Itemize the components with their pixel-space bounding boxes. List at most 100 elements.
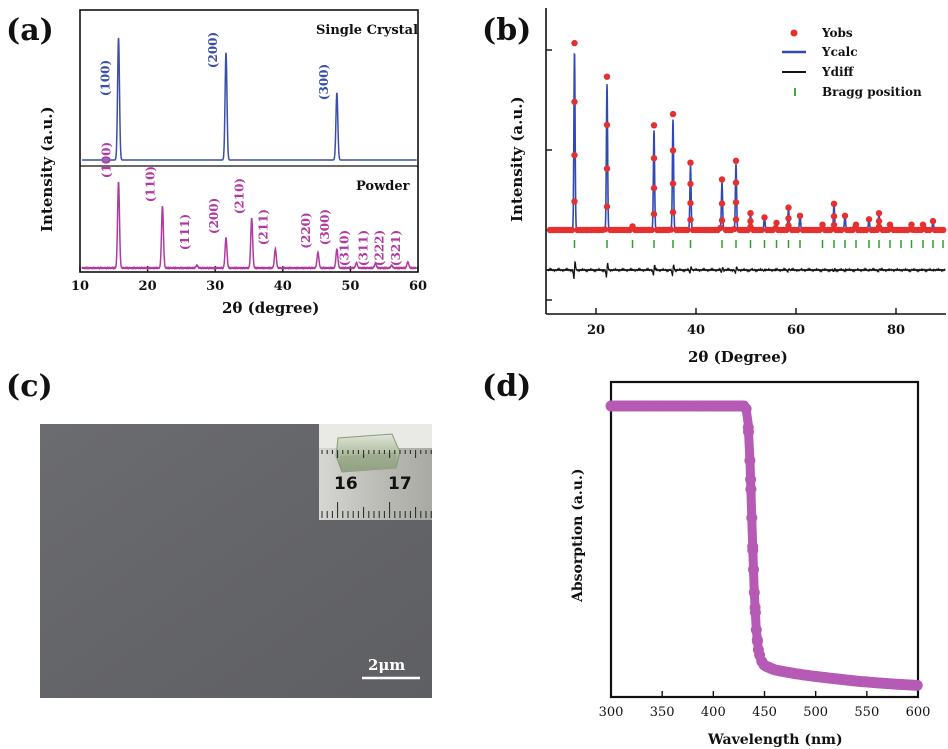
yobs-point (908, 221, 915, 228)
powder-peak-label: (300) (318, 209, 332, 245)
yobs-point (758, 226, 765, 234)
yobs-point (747, 210, 754, 217)
yobs-point (732, 179, 740, 186)
powder-peak-label: (200) (207, 198, 221, 234)
panel-d-xtick-label: 600 (906, 705, 931, 720)
yobs-point (830, 221, 838, 229)
panel-b-letter: (b) (482, 13, 531, 48)
yobs-point (601, 226, 609, 233)
yobs-point (718, 217, 726, 224)
panel-a-xtick-label: 10 (71, 279, 89, 294)
yobs-point (684, 226, 691, 234)
panel-a-xlabel: 2θ (degree) (222, 299, 319, 317)
absorption-point (748, 564, 759, 575)
powder-peak-label: (100) (100, 142, 114, 178)
yobs-point (875, 223, 883, 230)
yobs-point (571, 152, 578, 159)
yobs-point (773, 219, 780, 227)
powder-peak-label: (220) (299, 212, 313, 248)
yobs-point (732, 216, 740, 223)
panel-d-xtick-label: 300 (599, 705, 624, 720)
absorption-series-line (606, 401, 923, 690)
yobs-point (794, 226, 801, 234)
yobs-point (650, 122, 658, 129)
panel-a-top-label: Single Crystal (316, 23, 418, 38)
panel-a-frame (79, 9, 419, 273)
legend-obs-marker (790, 29, 798, 37)
yobs-point (650, 184, 658, 192)
absorption-point (745, 473, 757, 485)
absorption-point (749, 607, 761, 618)
yobs-point (886, 221, 894, 228)
panel-c-letter: (c) (6, 369, 53, 404)
absorption-point (752, 635, 763, 647)
panel-b-xlabel: 2θ (Degree) (688, 348, 788, 366)
panel-d-frame (609, 380, 920, 699)
yobs-point (838, 226, 845, 234)
yobs-point (830, 200, 838, 207)
absorption-point (750, 624, 762, 636)
powder-peak-label: (310) (338, 230, 352, 266)
yobs-point (732, 199, 740, 206)
absorption-point (752, 644, 764, 656)
panel-a: (a) Single Crystal Powder 10 20 30 40 50 60 (… (6, 9, 427, 317)
legend-bragg-label: Bragg position (822, 85, 922, 99)
panel-b-xtick-label: 80 (887, 323, 905, 338)
panel-d-xtick-label: 350 (650, 705, 675, 720)
yobs-point (865, 216, 873, 223)
yobs-point (669, 209, 677, 216)
yobs-point (940, 226, 947, 234)
yobs-point (571, 39, 578, 47)
absorption-point (911, 679, 923, 691)
yobs-point (796, 212, 804, 219)
yobs-point (863, 226, 870, 234)
panel-a-xtick-label: 20 (139, 279, 157, 294)
yobs-point (629, 223, 636, 230)
legend-obs-label: Yobs (821, 26, 853, 40)
powder-peak-label: (311) (356, 230, 370, 266)
panel-d-xtick-label: 550 (854, 705, 879, 720)
yobs-point (747, 218, 754, 225)
panel-d-xtick-label: 500 (803, 705, 828, 720)
yobs-point (717, 224, 724, 232)
yobs-point (603, 165, 611, 172)
panel-d-xtick-label: 450 (752, 705, 777, 720)
yobs-point (926, 226, 933, 234)
panel-a-bottom-label: Powder (356, 179, 410, 194)
yobs-point (687, 199, 694, 207)
panel-d-ylabel: Absorption (a.u.) (570, 469, 586, 603)
yobs-point (603, 73, 611, 80)
yobs-point (650, 210, 658, 218)
absorption-point (746, 512, 758, 524)
yobs-point (718, 200, 726, 207)
absorption-point (740, 403, 752, 415)
ruler-number-16: 16 (334, 474, 358, 494)
powder-peak-label: (211) (256, 209, 270, 245)
panel-a-letter: (a) (6, 13, 54, 48)
yobs-point (687, 180, 694, 188)
yobs-point (731, 225, 738, 233)
yobs-point (841, 212, 849, 219)
panel-a-xtick-label: 60 (409, 279, 427, 294)
yobs-point (875, 210, 883, 217)
ruler-number-17: 17 (388, 474, 412, 494)
powder-peak-label: (222) (373, 230, 387, 266)
powder-peak-label: (111) (178, 214, 192, 250)
ydiff-series-line (546, 260, 946, 280)
powder-peak-label: (321) (389, 230, 403, 266)
yobs-point (761, 214, 768, 221)
yobs-point (687, 159, 694, 166)
yobs-point (571, 198, 578, 205)
legend-diff-label: Ydiff (821, 65, 855, 79)
yobs-point (875, 218, 883, 225)
absorption-point (748, 587, 760, 598)
yobs-point (603, 121, 611, 129)
absorption-point (743, 426, 754, 438)
powder-peak-label: (210) (233, 178, 247, 214)
yobs-point (667, 226, 675, 233)
panel-a-xtick-label: 50 (341, 279, 359, 294)
yobs-point (827, 226, 834, 234)
yobs-point (732, 157, 740, 164)
crystal-photo-inset: 16 17 (319, 424, 432, 520)
yobs-point (819, 221, 826, 228)
